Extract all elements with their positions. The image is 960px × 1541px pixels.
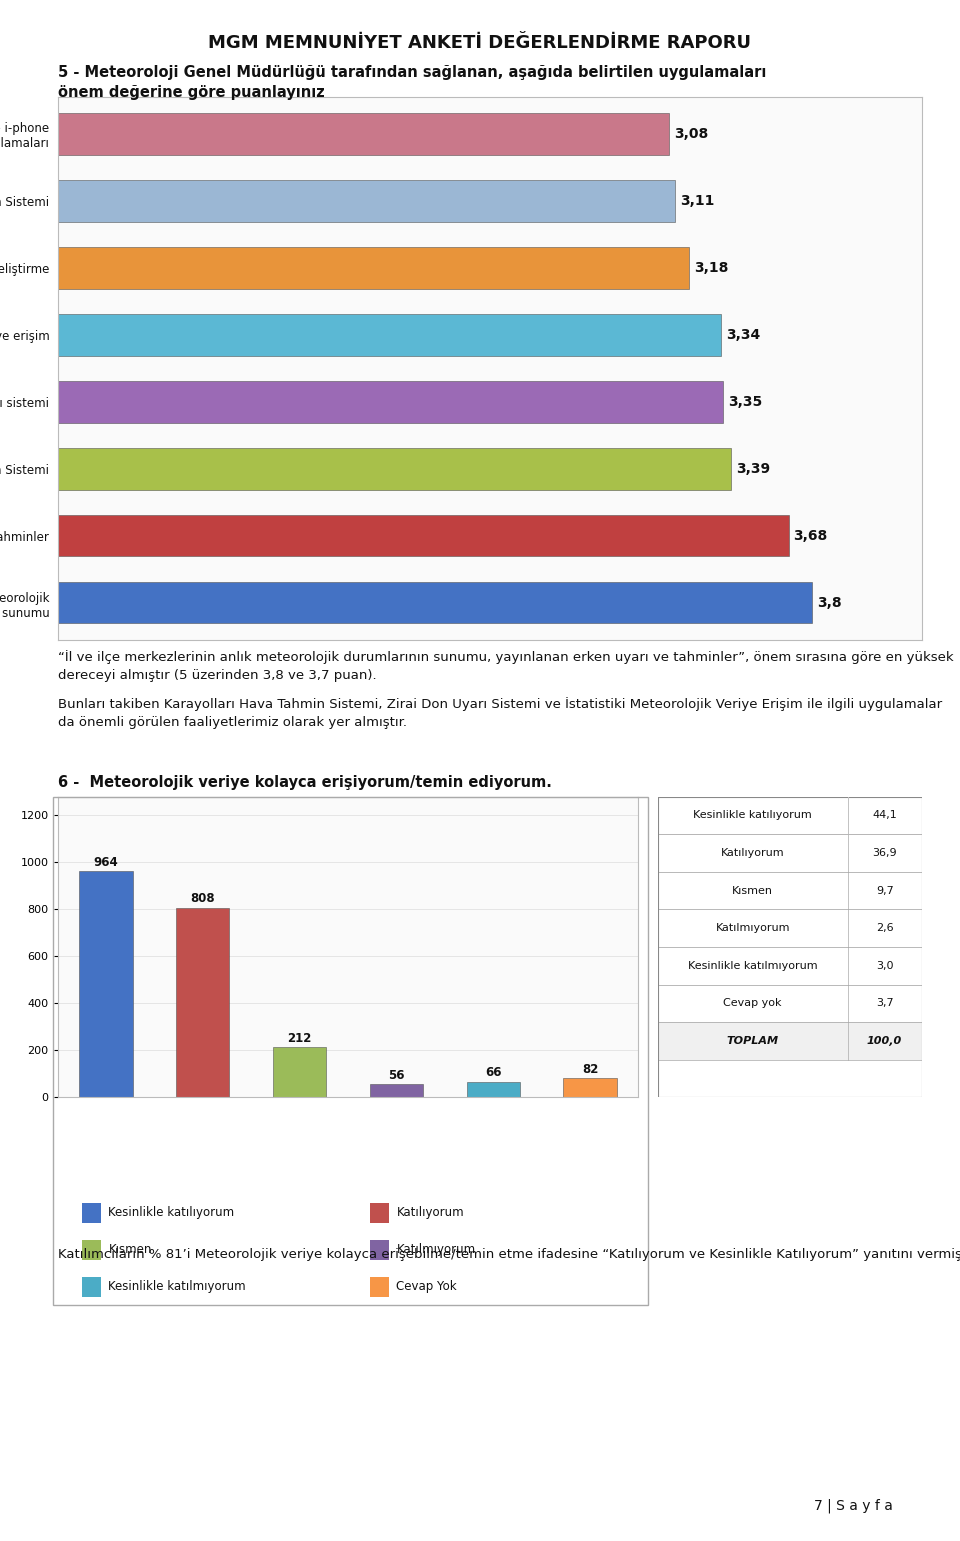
Text: Kesinlikle katılıyorum: Kesinlikle katılıyorum — [108, 1207, 234, 1219]
Text: 3,11: 3,11 — [681, 194, 714, 208]
Text: TOPLAM: TOPLAM — [727, 1036, 779, 1046]
Text: 808: 808 — [190, 892, 215, 905]
Bar — [658, 909, 922, 946]
Text: 3,0: 3,0 — [876, 960, 894, 971]
Text: Katılıyorum: Katılıyorum — [396, 1207, 464, 1219]
Bar — [658, 834, 922, 872]
Bar — [58, 180, 675, 222]
Bar — [658, 797, 922, 834]
Text: 56: 56 — [388, 1069, 405, 1082]
Text: 6 -  Meteorolojik veriye kolayca erişiyorum/temin ediyorum.: 6 - Meteorolojik veriye kolayca erişiyor… — [58, 775, 551, 791]
Text: 3,39: 3,39 — [736, 462, 770, 476]
Text: Katılmıyorum: Katılmıyorum — [396, 1244, 475, 1256]
Text: 212: 212 — [287, 1032, 312, 1045]
Bar — [658, 797, 922, 834]
Text: %: % — [878, 809, 891, 821]
Text: 3,08: 3,08 — [674, 126, 708, 140]
Text: 2,6: 2,6 — [876, 923, 894, 934]
Text: 964: 964 — [94, 855, 118, 869]
Text: Cevap Yok: Cevap Yok — [396, 1281, 457, 1293]
Text: 36,9: 36,9 — [873, 848, 897, 858]
Bar — [58, 314, 721, 356]
Text: Kesinlikle katılmıyorum: Kesinlikle katılmıyorum — [108, 1281, 246, 1293]
Bar — [58, 448, 731, 490]
Text: Kısmen: Kısmen — [732, 886, 773, 895]
Text: Kısmen: Kısmen — [108, 1244, 152, 1256]
Text: “İl ve ilçe merkezlerinin anlık meteorolojik durumlarının sunumu, yayınlanan erk: “İl ve ilçe merkezlerinin anlık meteorol… — [58, 650, 953, 683]
Text: Bunları takiben Karayolları Hava Tahmin Sistemi, Zirai Don Uyarı Sistemi ve İsta: Bunları takiben Karayolları Hava Tahmin … — [58, 697, 942, 729]
Bar — [564, 1079, 616, 1097]
Text: 3,18: 3,18 — [694, 260, 729, 274]
Bar — [58, 112, 669, 154]
Bar — [58, 582, 812, 624]
Bar — [273, 1048, 326, 1097]
Text: Katılmıyorum: Katılmıyorum — [715, 923, 790, 934]
Bar — [58, 381, 723, 422]
Text: 3,8: 3,8 — [817, 596, 842, 610]
Bar — [177, 908, 229, 1097]
Text: 3,35: 3,35 — [728, 394, 762, 408]
Text: 44,1: 44,1 — [873, 811, 897, 820]
Text: 66: 66 — [485, 1066, 501, 1079]
Bar — [658, 872, 922, 909]
Bar — [58, 515, 788, 556]
Bar — [467, 1082, 519, 1097]
Text: 7 | S a y f a: 7 | S a y f a — [814, 1499, 893, 1513]
Text: 3,68: 3,68 — [794, 529, 828, 542]
Text: 3,34: 3,34 — [726, 328, 760, 342]
Text: Kesinlikle katılıyorum: Kesinlikle katılıyorum — [693, 811, 812, 820]
Text: Katılıyorum: Katılıyorum — [721, 848, 784, 858]
Text: 3,7: 3,7 — [876, 999, 894, 1008]
Bar — [80, 871, 132, 1097]
Text: 9,7: 9,7 — [876, 886, 894, 895]
Text: Kesinlikle katılmıyorum: Kesinlikle katılmıyorum — [687, 960, 818, 971]
Text: Cevap yok: Cevap yok — [724, 999, 781, 1008]
Text: 100,0: 100,0 — [867, 1036, 902, 1046]
Bar — [58, 247, 689, 288]
Text: 5 - Meteoroloji Genel Müdürlüğü tarafından sağlanan, aşağıda belirtilen uygulama: 5 - Meteoroloji Genel Müdürlüğü tarafınd… — [58, 65, 766, 100]
Text: MGM MEMNUNİYET ANKETİ DEĞERLENDİRME RAPORU: MGM MEMNUNİYET ANKETİ DEĞERLENDİRME RAPO… — [208, 34, 752, 52]
Text: Seçenek: Seçenek — [725, 809, 780, 821]
Bar — [658, 946, 922, 985]
Bar — [370, 1083, 423, 1097]
Text: 82: 82 — [582, 1063, 598, 1076]
Bar — [658, 985, 922, 1022]
Text: Katılımcıların % 81’i Meteorolojik veriye kolayca erişebilme/temin etme ifadesin: Katılımcıların % 81’i Meteorolojik veriy… — [58, 1248, 960, 1261]
Bar — [658, 1022, 922, 1060]
